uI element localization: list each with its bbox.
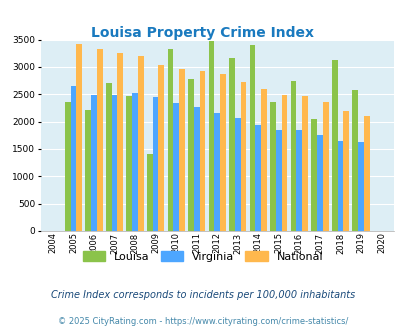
Text: Louisa Property Crime Index: Louisa Property Crime Index [91,26,314,40]
Bar [214,114,220,231]
Bar [179,69,184,231]
Bar [255,125,260,231]
Bar [301,96,307,231]
Legend: Louisa, Virginia, National: Louisa, Virginia, National [78,247,327,267]
Bar [357,143,363,231]
Bar [228,58,234,231]
Bar [106,83,111,231]
Bar [322,102,328,231]
Bar [220,74,225,231]
Bar [173,103,179,231]
Bar [208,41,214,231]
Bar [193,107,199,231]
Bar [269,102,275,231]
Bar [296,130,301,231]
Text: © 2025 CityRating.com - https://www.cityrating.com/crime-statistics/: © 2025 CityRating.com - https://www.city… [58,317,347,326]
Bar [126,96,132,231]
Bar [138,56,143,231]
Bar [331,60,337,231]
Bar [363,115,369,231]
Bar [167,49,173,231]
Bar [85,110,91,231]
Bar [311,119,316,231]
Bar [316,135,322,231]
Bar [352,90,357,231]
Bar [249,45,255,231]
Bar [199,71,205,231]
Bar [188,79,193,231]
Bar [132,93,138,231]
Bar [234,118,240,231]
Bar [281,95,287,231]
Bar [117,53,123,231]
Bar [152,97,158,231]
Bar [260,89,266,231]
Bar [240,82,246,231]
Bar [91,95,97,231]
Bar [76,44,82,231]
Bar [111,95,117,231]
Bar [158,65,164,231]
Bar [65,102,70,231]
Bar [343,111,348,231]
Bar [97,49,102,231]
Bar [147,154,152,231]
Bar [70,86,76,231]
Bar [290,81,296,231]
Text: Crime Index corresponds to incidents per 100,000 inhabitants: Crime Index corresponds to incidents per… [51,290,354,300]
Bar [275,130,281,231]
Bar [337,141,343,231]
